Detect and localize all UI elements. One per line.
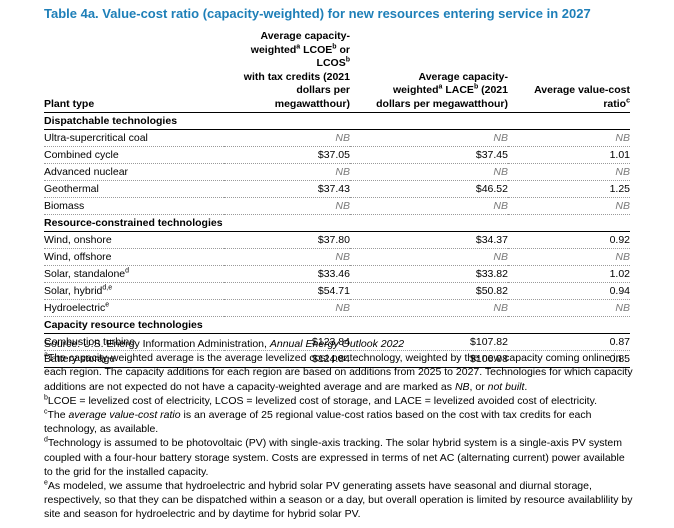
table-row: Geothermal $37.43 $46.52 1.25	[44, 180, 630, 198]
table-row: Solar, hybridd,e $54.71 $50.82 0.94	[44, 282, 630, 300]
value-cost-ratio-cell: NB	[508, 248, 630, 266]
lace-cell: $46.52	[350, 180, 508, 198]
lcoe-cell: NB	[224, 248, 350, 266]
plant-type-cell: Ultra-supercritical coal	[44, 129, 224, 147]
table-row: Hydroelectrice NB NB NB	[44, 299, 630, 317]
plant-type-cell: Solar, hybridd,e	[44, 282, 224, 300]
plant-type-cell: Biomass	[44, 197, 224, 215]
table-row: Wind, onshore $37.80 $34.37 0.92	[44, 231, 630, 249]
value-cost-ratio-cell: NB	[508, 299, 630, 317]
section-row: Capacity resource technologies	[44, 316, 630, 334]
header-row: Plant type Average capacity- weighteda L…	[44, 30, 630, 113]
lcoe-cell: $37.80	[224, 231, 350, 249]
footnote-b: bLCOE = levelized cost of electricity, L…	[44, 394, 597, 407]
lcoe-cell: $37.05	[224, 146, 350, 164]
lcoe-cell: $33.46	[224, 265, 350, 283]
plant-type-cell: Hydroelectrice	[44, 299, 224, 317]
lace-cell: $34.37	[350, 231, 508, 249]
value-cost-ratio-cell: NB	[508, 163, 630, 181]
value-cost-ratio-cell: NB	[508, 129, 630, 147]
value-cost-ratio-cell: NB	[508, 197, 630, 215]
value-cost-ratio-cell: 1.25	[508, 180, 630, 198]
plant-type-cell: Wind, onshore	[44, 231, 224, 249]
table-row: Advanced nuclear NB NB NB	[44, 163, 630, 181]
value-cost-table: Plant type Average capacity- weighteda L…	[44, 30, 630, 368]
table-row: Biomass NB NB NB	[44, 197, 630, 215]
source-note: Source: U.S. Energy Information Administ…	[44, 338, 405, 350]
lace-cell: NB	[350, 197, 508, 215]
lace-cell: NB	[350, 248, 508, 266]
section-row: Resource-constrained technologies	[44, 214, 630, 232]
lcoe-cell: NB	[224, 197, 350, 215]
table-row: Battery storage $124.84 $106.08 0.85	[44, 350, 630, 368]
footnote-a: aThe capacity-weighted average is the av…	[44, 351, 633, 393]
lcoe-cell: NB	[224, 129, 350, 147]
table-row: Solar, standaloned $33.46 $33.82 1.02	[44, 265, 630, 283]
lcoe-cell: $124.84	[224, 350, 350, 368]
lace-cell: $106.08	[350, 350, 508, 368]
section-title: Dispatchable technologies	[44, 112, 630, 130]
plant-type-cell: Battery storage	[44, 350, 224, 368]
lcoe-cell: NB	[224, 299, 350, 317]
value-cost-ratio-cell: 0.92	[508, 231, 630, 249]
lcoe-cell: $123.84	[224, 333, 350, 351]
lace-cell: $33.82	[350, 265, 508, 283]
table-row: Combustion turbine $123.84 $107.82 0.87	[44, 333, 630, 351]
value-cost-ratio-cell: 1.02	[508, 265, 630, 283]
table-row: Wind, offshore NB NB NB	[44, 248, 630, 266]
header-value-cost-ratio: Average value-cost ratioc	[508, 30, 630, 113]
plant-type-cell: Combustion turbine	[44, 333, 224, 351]
table-title: Table 4a. Value-cost ratio (capacity-wei…	[44, 6, 591, 21]
plant-type-cell: Geothermal	[44, 180, 224, 198]
table-body: Dispatchable technologies Ultra-supercrit…	[44, 112, 630, 368]
section-title: Capacity resource technologies	[44, 316, 630, 334]
section-title: Resource-constrained technologies	[44, 214, 630, 232]
lace-cell: $50.82	[350, 282, 508, 300]
footnote-d: dTechnology is assumed to be photovoltai…	[44, 436, 625, 478]
lace-cell: NB	[350, 129, 508, 147]
footnote-e: eAs modeled, we assume that hydroelectri…	[44, 479, 633, 521]
value-cost-ratio-cell: 0.94	[508, 282, 630, 300]
lace-cell: $37.45	[350, 146, 508, 164]
lcoe-cell: NB	[224, 163, 350, 181]
plant-type-cell: Advanced nuclear	[44, 163, 224, 181]
lace-cell: $107.82	[350, 333, 508, 351]
plant-type-cell: Wind, offshore	[44, 248, 224, 266]
table-row: Ultra-supercritical coal NB NB NB	[44, 129, 630, 147]
value-cost-ratio-cell: 0.87	[508, 333, 630, 351]
lace-cell: NB	[350, 299, 508, 317]
lace-cell: NB	[350, 163, 508, 181]
table-row: Combined cycle $37.05 $37.45 1.01	[44, 146, 630, 164]
header-lace: Average capacity- weighteda LACEb (2021 …	[350, 30, 508, 113]
plant-type-cell: Solar, standaloned	[44, 265, 224, 283]
value-cost-ratio-cell: 1.01	[508, 146, 630, 164]
footnote-c: cThe average value-cost ratio is an aver…	[44, 408, 592, 436]
value-cost-ratio-cell: 0.85	[508, 350, 630, 368]
header-lcoe: Average capacity- weighteda LCOEb or LCO…	[224, 30, 350, 113]
table-notes: Source: U.S. Energy Information Administ…	[44, 337, 634, 522]
lcoe-cell: $54.71	[224, 282, 350, 300]
lcoe-cell: $37.43	[224, 180, 350, 198]
header-plant-type: Plant type	[44, 30, 224, 113]
plant-type-cell: Combined cycle	[44, 146, 224, 164]
section-row: Dispatchable technologies	[44, 112, 630, 130]
